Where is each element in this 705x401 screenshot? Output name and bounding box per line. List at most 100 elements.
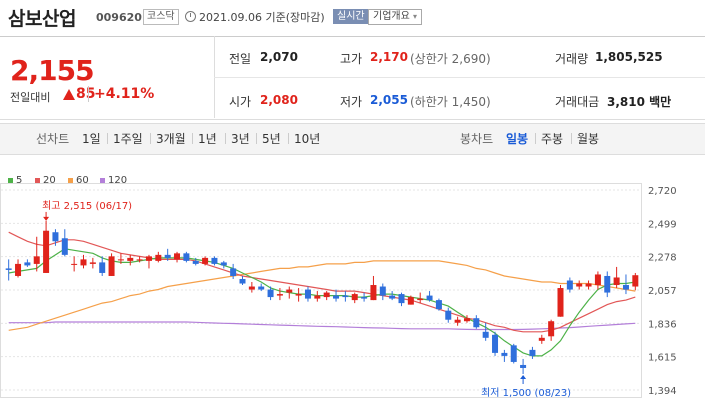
legend-ma120: 120 <box>100 175 127 186</box>
candle-body <box>604 275 611 293</box>
candle-body <box>145 256 152 261</box>
candle-body <box>426 295 433 301</box>
candle-body <box>24 262 31 266</box>
change-divider <box>88 86 89 102</box>
candle-body <box>248 286 255 290</box>
change-label: 전일대비 <box>10 91 51 104</box>
tab-candle-0[interactable]: 일봉 <box>506 132 529 146</box>
candle-body <box>5 268 12 270</box>
tab-separator <box>107 133 108 144</box>
y-tick-label: 1,394 <box>648 386 677 397</box>
ma60-line <box>8 260 636 331</box>
candle-body <box>501 352 508 356</box>
candle-body <box>370 285 377 301</box>
stock-code: 009620 <box>96 11 142 24</box>
tab-separator <box>150 133 151 144</box>
legend-label: 120 <box>108 175 128 186</box>
high-annotation: 최고 2,515 (06/17) <box>42 200 132 212</box>
tab-line-3[interactable]: 1년 <box>198 132 217 146</box>
candle-body <box>239 278 246 284</box>
candle-body <box>510 345 517 362</box>
market-badge: 코스닥 <box>143 9 179 25</box>
triangle-up-icon <box>63 89 75 100</box>
candle-body <box>398 294 405 304</box>
candle-body <box>333 295 340 299</box>
low-value: 2,055 <box>370 93 408 107</box>
as-of-date: 2021.09.06 기준(장마감) <box>199 11 325 24</box>
upper-limit: (상한가 2,690) <box>410 52 491 66</box>
candle-body <box>361 297 368 299</box>
candle-body <box>323 292 330 298</box>
candle-body <box>454 319 461 323</box>
candle-body <box>230 268 237 276</box>
tab-separator <box>192 133 193 144</box>
candle-body <box>71 263 78 265</box>
candle-body <box>473 318 480 328</box>
tab-candle-1[interactable]: 주봉 <box>541 132 564 146</box>
candle-body <box>15 263 22 276</box>
price-summary <box>0 36 705 120</box>
ma20-line <box>8 231 636 333</box>
candle-chart-label: 봉차트 <box>460 132 494 146</box>
tab-line-0[interactable]: 1일 <box>82 132 101 146</box>
tab-line-6[interactable]: 10년 <box>294 132 321 146</box>
legend-swatch <box>100 177 105 183</box>
legend-swatch <box>35 177 40 183</box>
ma120-line <box>8 321 636 331</box>
candle-body <box>52 232 59 242</box>
candle-body <box>407 297 414 305</box>
candle-body <box>520 364 527 368</box>
candle-body <box>538 337 545 341</box>
y-tick-label: 2,720 <box>648 186 677 197</box>
high-value: 2,170 <box>370 50 408 64</box>
candle-body <box>632 275 639 287</box>
change-value: 85 <box>76 86 96 102</box>
realtime-button[interactable]: 실시간 <box>333 9 369 24</box>
legend-ma60: 60 <box>68 175 89 186</box>
company-overview-button[interactable]: 기업개요 ▾ <box>368 9 423 25</box>
company-overview-label: 기업개요 <box>373 11 410 22</box>
high-label: 고가 <box>340 52 363 66</box>
candle-body <box>435 300 442 310</box>
tab-separator <box>256 133 257 144</box>
candle-body <box>548 321 555 337</box>
tab-line-2[interactable]: 3개월 <box>156 132 186 146</box>
tab-line-5[interactable]: 5년 <box>262 132 281 146</box>
candle-body <box>566 280 573 290</box>
line-chart-label: 선차트 <box>36 132 70 146</box>
legend-swatch <box>68 177 73 183</box>
legend-ma5: 5 <box>8 175 22 186</box>
candle-body <box>379 286 386 296</box>
summary-row-divider <box>214 77 705 78</box>
legend-label: 60 <box>76 175 89 186</box>
tab-line-1[interactable]: 1주일 <box>113 132 143 146</box>
candle-body <box>220 262 227 266</box>
open-label: 시가 <box>229 95 252 109</box>
candle-body <box>258 286 265 290</box>
candle-body <box>108 256 115 276</box>
low-annotation: 최저 1,500 (08/23) <box>481 387 571 399</box>
candle-body <box>342 295 349 298</box>
tab-candle-2[interactable]: 월봉 <box>577 132 600 146</box>
low-arrow-head <box>520 375 527 380</box>
tab-separator <box>535 133 536 144</box>
candle-body <box>183 253 190 261</box>
candle-body <box>351 294 358 301</box>
volume-value: 1,805,525 <box>595 50 663 64</box>
candle-body <box>89 262 96 264</box>
candle-body <box>594 274 601 286</box>
change-percent: +4.11% <box>94 86 155 102</box>
chart-tab-bar <box>0 123 705 155</box>
candle-body <box>127 257 134 261</box>
candle-body <box>389 295 396 299</box>
tab-line-4[interactable]: 3년 <box>231 132 250 146</box>
candle-body <box>417 298 424 301</box>
candle-body <box>192 260 199 264</box>
candle-body <box>463 318 470 322</box>
chevron-down-icon: ▾ <box>413 12 418 21</box>
stock-name: 삼보산업 <box>8 8 76 30</box>
prev-close-label: 전일 <box>229 52 252 66</box>
candle-body <box>286 289 293 293</box>
stock-header: 삼보산업 009620 코스닥 2021.09.06 기준(장마감) 실시간 기… <box>0 0 705 36</box>
candle-body <box>445 310 452 320</box>
